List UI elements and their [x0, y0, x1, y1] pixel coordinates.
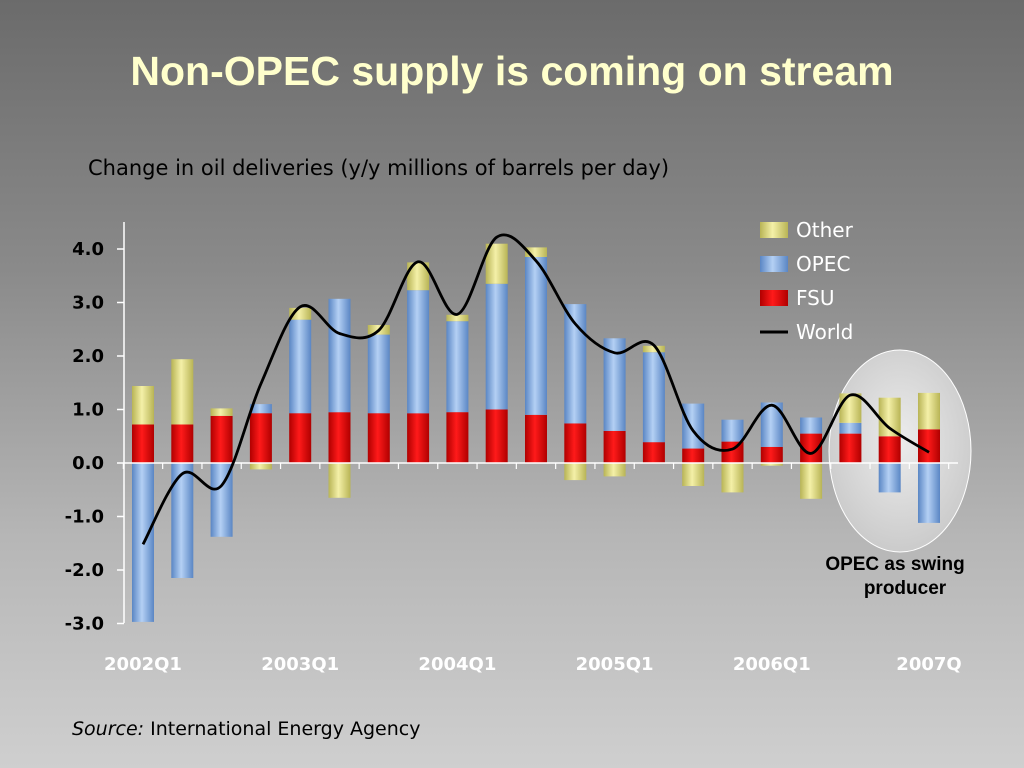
- y-tick-label: -3.0: [65, 614, 104, 635]
- x-tick-label: 2004Q1: [418, 654, 496, 675]
- chart-subtitle: Change in oil deliveries (y/y millions o…: [88, 156, 670, 180]
- bar-fsu-2003Q4: [407, 413, 430, 463]
- legend-label-opec: OPEC: [796, 252, 850, 276]
- bar-fsu-2005Q3: [682, 448, 705, 463]
- bar-fsu-2002Q1: [132, 424, 154, 463]
- annotation-line-2: producer: [864, 578, 947, 599]
- bar-other-2002Q4: [249, 463, 272, 470]
- bar-fsu-2006Q1: [760, 446, 783, 463]
- slide-title: Non-OPEC supply is coming on stream: [130, 48, 894, 94]
- x-tick-label: 2006Q1: [733, 654, 811, 675]
- bar-other-2002Q2: [171, 359, 194, 425]
- bar-other-2004Q1: [446, 314, 469, 322]
- bar-other-2005Q2: [642, 345, 665, 353]
- bar-opec-2004Q1: [446, 321, 469, 413]
- world-series-line: [141, 233, 930, 545]
- bar-fsu-2004Q4: [564, 423, 587, 463]
- x-axis-ticks: 2002Q1 2003Q1 2004Q1 2005Q1 2006Q1 2007Q: [104, 463, 962, 675]
- bar-opec-2003Q2: [328, 298, 351, 413]
- bar-other-2006Q4: [878, 397, 901, 437]
- bar-opec-2002Q4: [249, 404, 272, 414]
- legend-swatch-fsu: [760, 290, 788, 306]
- bar-fsu-2002Q2: [171, 424, 194, 463]
- bar-other-2005Q1: [603, 463, 626, 477]
- bar-opec-2003Q1: [289, 319, 312, 414]
- bar-opec-2003Q4: [407, 290, 430, 414]
- bar-fsu-2006Q2: [800, 433, 823, 463]
- bar-opec-2003Q3: [367, 334, 390, 414]
- bar-fsu-2002Q4: [249, 413, 272, 463]
- bar-other-2004Q4: [564, 463, 587, 481]
- bars-layer: [132, 243, 940, 622]
- bar-fsu-2005Q2: [642, 442, 665, 463]
- legend-swatch-opec: [760, 256, 788, 272]
- annotation-line-1: OPEC as swing: [825, 554, 964, 575]
- bar-fsu-2006Q4: [878, 436, 901, 464]
- x-tick-label: 2005Q1: [576, 654, 654, 675]
- legend-label-fsu: FSU: [796, 286, 835, 310]
- bar-opec-2006Q1: [760, 402, 783, 447]
- y-tick-label: 4.0: [72, 239, 104, 260]
- bar-fsu-2003Q2: [328, 412, 351, 463]
- y-tick-label: 0.0: [72, 453, 104, 474]
- bar-other-2006Q3: [839, 393, 862, 423]
- bar-other-2006Q1: [760, 463, 783, 466]
- bar-opec-2005Q1: [603, 338, 626, 431]
- bar-other-2004Q3: [525, 247, 547, 257]
- x-tick-label: 2002Q1: [104, 654, 182, 675]
- bar-fsu-2004Q3: [525, 414, 547, 463]
- bar-fsu-2003Q3: [367, 413, 390, 463]
- bar-other-2005Q3: [682, 463, 705, 486]
- legend-swatch-other: [760, 222, 788, 238]
- source-label: Source:: [72, 718, 145, 740]
- bar-opec-2005Q4: [721, 419, 744, 442]
- bar-opec-2004Q2: [485, 283, 508, 410]
- bar-other-2005Q4: [721, 463, 744, 493]
- legend: Other OPEC FSU World: [760, 218, 854, 344]
- bar-other-2002Q1: [132, 386, 154, 425]
- bar-fsu-2004Q1: [446, 412, 469, 463]
- bar-opec-2002Q3: [210, 463, 233, 537]
- y-tick-label: 3.0: [72, 293, 104, 314]
- bar-other-2004Q2: [485, 243, 508, 284]
- legend-label-world: World: [796, 320, 853, 344]
- bar-other-2002Q3: [210, 408, 233, 416]
- bar-fsu-2005Q1: [603, 430, 626, 463]
- bar-other-2003Q2: [328, 463, 351, 498]
- bar-other-2003Q1: [289, 307, 312, 320]
- bar-opec-2006Q3: [839, 422, 862, 434]
- bar-fsu-2007Q1: [918, 429, 940, 463]
- bar-opec-2006Q4: [878, 463, 901, 493]
- y-tick-label: -2.0: [65, 560, 104, 581]
- bar-opec-2005Q3: [682, 403, 705, 449]
- source-text: International Energy Agency: [150, 718, 421, 740]
- bar-fsu-2004Q2: [485, 409, 508, 463]
- legend-label-other: Other: [796, 218, 854, 242]
- y-tick-label: 2.0: [72, 346, 104, 367]
- x-tick-label: 2007Q: [896, 654, 961, 675]
- bar-fsu-2003Q1: [289, 413, 312, 463]
- bar-opec-2004Q3: [525, 257, 547, 415]
- bar-fsu-2002Q3: [210, 415, 233, 463]
- bar-other-2003Q4: [407, 262, 430, 291]
- bar-fsu-2006Q3: [839, 433, 862, 463]
- y-tick-label: 1.0: [72, 400, 104, 421]
- x-tick-label: 2003Q1: [261, 654, 339, 675]
- bar-opec-2004Q4: [564, 304, 587, 424]
- source-note: Source: International Energy Agency: [72, 718, 420, 740]
- bar-opec-2006Q2: [800, 417, 823, 434]
- bar-opec-2007Q1: [918, 463, 940, 523]
- bar-opec-2002Q2: [171, 463, 194, 578]
- bar-other-2006Q2: [800, 463, 823, 499]
- y-tick-label: -1.0: [65, 507, 104, 528]
- y-axis-ticks: 4.0 3.0 2.0 1.0 0.0 -1.0 -2.0 -3.0: [65, 239, 124, 635]
- bar-other-2007Q1: [918, 392, 940, 430]
- bar-opec-2005Q2: [642, 352, 665, 443]
